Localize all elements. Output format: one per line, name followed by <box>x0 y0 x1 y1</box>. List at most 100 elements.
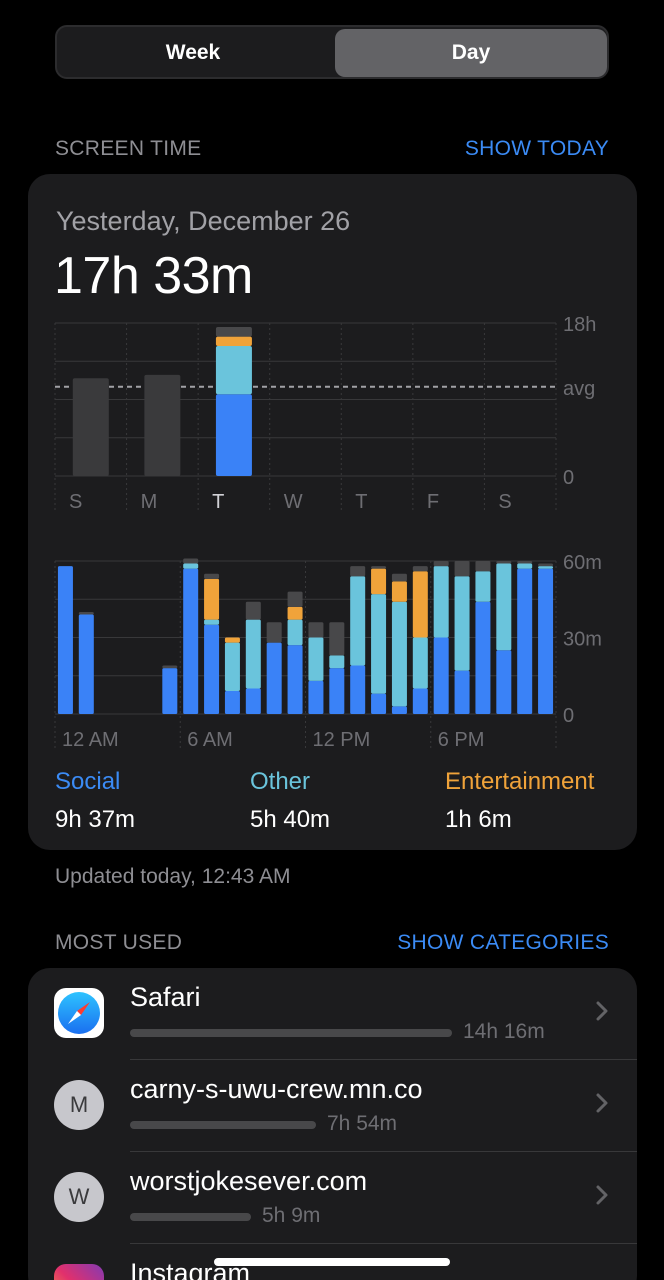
hour-bar <box>78 612 94 615</box>
segment-week[interactable]: Week <box>165 41 221 64</box>
hour-bar <box>371 693 387 714</box>
hour-bar <box>287 606 303 620</box>
hour-bar <box>454 561 470 577</box>
total-time: 17h 33m <box>54 247 253 305</box>
average-label: avg <box>563 378 595 400</box>
legend-other-value: 5h 40m <box>250 806 331 833</box>
hour-bar <box>287 619 303 646</box>
hour-bar <box>538 566 554 569</box>
day-bar <box>215 394 252 476</box>
view-segmented-control: Week Day <box>55 25 609 79</box>
most-used-title: MOST USED <box>55 931 183 954</box>
hour-bar <box>308 680 324 714</box>
usage-bar <box>130 1213 251 1221</box>
day-label: M <box>141 491 158 513</box>
hour-bar <box>329 655 345 669</box>
hour-bar <box>496 650 512 714</box>
hour-bar <box>391 573 407 582</box>
hour-bar <box>412 637 428 689</box>
hour-bar <box>224 691 240 714</box>
day-label: S <box>498 491 511 513</box>
divider <box>130 1151 637 1152</box>
home-indicator[interactable] <box>214 1258 450 1266</box>
legend-other-name: Other <box>250 768 311 795</box>
hour-bar <box>308 637 324 681</box>
usage-bar <box>130 1029 452 1037</box>
most-used-header: MOST USED SHOW CATEGORIES <box>55 931 609 955</box>
y-tick-label: 0 <box>563 705 574 727</box>
hour-bar <box>204 578 220 620</box>
legend-entertainment-name: Entertainment <box>445 768 595 795</box>
date-label: Yesterday, December 26 <box>56 206 351 236</box>
divider <box>130 1059 637 1060</box>
hour-bar <box>517 563 533 569</box>
hour-bar <box>496 561 512 564</box>
screen-time-card[interactable]: Yesterday, December 26 17h 33m 18h avg 0 S M… <box>28 174 637 850</box>
hour-bar <box>350 665 366 714</box>
hour-bar <box>350 576 366 666</box>
hour-bar <box>433 637 449 714</box>
app-name: worstjokesever.com <box>130 1166 368 1196</box>
hour-bar <box>308 622 324 638</box>
show-today-button[interactable]: SHOW TODAY <box>464 137 609 160</box>
hour-bar <box>162 665 178 669</box>
chevron-right-icon <box>596 1185 608 1205</box>
legend-entertainment-value: 1h 6m <box>445 806 512 833</box>
x-tick-label: 12 AM <box>62 729 119 751</box>
hour-bar <box>475 601 491 714</box>
day-label: S <box>69 491 82 513</box>
hour-bar <box>329 622 345 656</box>
hourly-chart: 60m 30m 0 12 AM 6 AM 12 PM 6 PM <box>54 552 602 751</box>
usage-charts: 18h avg 0 S M T W T F S 60m 30m 0 12 AM 6 AM 12 PM 6 PM <box>54 314 602 751</box>
hour-bar <box>266 642 282 714</box>
day-label: T <box>355 491 367 513</box>
day-label: T <box>212 491 224 513</box>
day-bar <box>144 374 181 476</box>
legend-social: Social 9h 37m <box>55 768 135 834</box>
most-used-card: Safari 14h 16m M carny-s-uwu-crew.mn.co … <box>28 968 637 1280</box>
app-row-safari[interactable]: Safari 14h 16m <box>28 968 637 1060</box>
hour-bar <box>475 571 491 602</box>
chevron-right-icon <box>596 1001 608 1021</box>
hour-bar <box>245 619 261 689</box>
daily-chart: 18h avg 0 S M T W T F S <box>54 314 596 513</box>
updated-label: Updated today, 12:43 AM <box>55 865 291 888</box>
app-name: Safari <box>130 982 201 1012</box>
x-tick-label: 6 AM <box>187 729 233 751</box>
hour-bar <box>517 568 533 714</box>
hour-bar <box>412 566 428 572</box>
app-row-carny[interactable]: M carny-s-uwu-crew.mn.co 7h 54m <box>28 1060 637 1152</box>
day-bar <box>215 336 252 347</box>
hour-bar <box>517 561 533 564</box>
hour-bar <box>245 601 261 620</box>
hour-bar <box>371 594 387 694</box>
hour-bar <box>454 670 470 714</box>
app-row-worstjokes[interactable]: W worstjokesever.com 5h 9m <box>28 1152 637 1244</box>
hour-bar <box>412 571 428 638</box>
hour-bar <box>204 619 220 625</box>
hour-bar <box>245 688 261 714</box>
hour-bar <box>538 568 554 714</box>
letter-m-icon: M <box>54 1080 104 1130</box>
legend-other: Other 5h 40m <box>250 768 330 834</box>
app-time: 14h 16m <box>463 1020 545 1043</box>
y-tick-label: 0 <box>563 467 574 489</box>
day-bar <box>72 378 109 476</box>
hour-bar <box>287 591 303 607</box>
letter-w-icon: W <box>54 1172 104 1222</box>
instagram-icon <box>54 1264 104 1280</box>
usage-bar <box>130 1121 316 1129</box>
divider <box>130 1243 637 1244</box>
hour-bar <box>371 568 387 595</box>
hour-bar <box>433 566 449 638</box>
day-label: W <box>284 491 303 513</box>
app-name: carny-s-uwu-crew.mn.co <box>130 1074 423 1104</box>
screen-time-header: SCREEN TIME SHOW TODAY <box>55 137 609 161</box>
show-categories-button[interactable]: SHOW CATEGORIES <box>397 931 609 954</box>
hour-bar <box>204 624 220 714</box>
hour-bar <box>287 645 303 714</box>
segment-day[interactable]: Day <box>335 29 607 77</box>
hour-bar <box>412 688 428 714</box>
legend-social-value: 9h 37m <box>55 806 136 833</box>
hour-bar <box>454 576 470 671</box>
